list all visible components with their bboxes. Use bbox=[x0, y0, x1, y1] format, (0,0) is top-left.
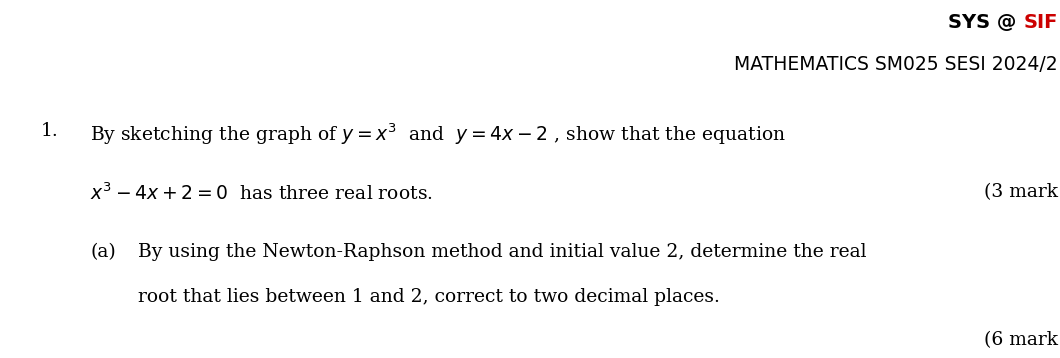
Text: By sketching the graph of $y = x^3$  and  $y = 4x - 2$ , show that the equation: By sketching the graph of $y = x^3$ and … bbox=[90, 122, 787, 147]
Text: (3 mark: (3 mark bbox=[984, 183, 1058, 200]
Text: (a): (a) bbox=[90, 243, 116, 261]
Text: $x^3 - 4x + 2 = 0$  has three real roots.: $x^3 - 4x + 2 = 0$ has three real roots. bbox=[90, 183, 432, 204]
Text: (6 mark: (6 mark bbox=[984, 331, 1058, 349]
Text: MATHEMATICS SM025 SESI 2024/2: MATHEMATICS SM025 SESI 2024/2 bbox=[735, 55, 1058, 74]
Text: 1.: 1. bbox=[40, 122, 58, 140]
Text: By using the Newton-Raphson method and initial value 2, determine the real: By using the Newton-Raphson method and i… bbox=[138, 243, 866, 261]
Text: root that lies between 1 and 2, correct to two decimal places.: root that lies between 1 and 2, correct … bbox=[138, 288, 720, 306]
Text: SYS @: SYS @ bbox=[949, 13, 1024, 32]
Text: SIF: SIF bbox=[1024, 13, 1058, 32]
